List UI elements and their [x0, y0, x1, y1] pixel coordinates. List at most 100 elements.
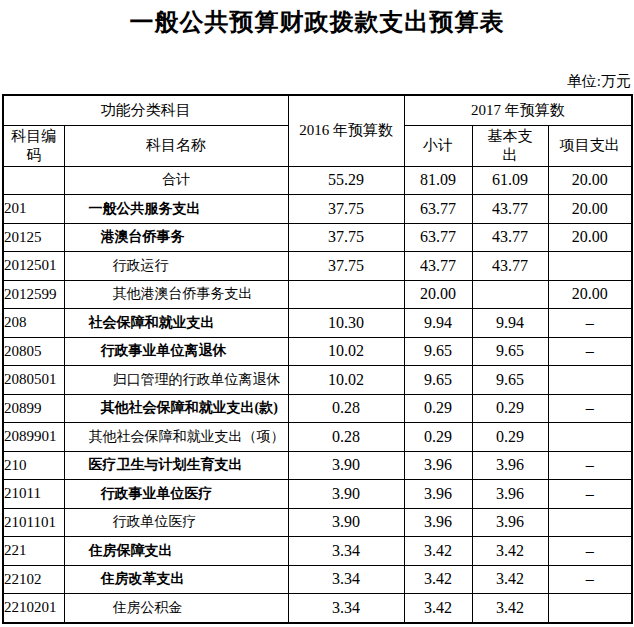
- header-function-category: 功能分类科目: [3, 95, 288, 125]
- subject-name-cell: 一般公共服务支出: [64, 195, 288, 224]
- subtotal-2017-cell: 81.09: [404, 166, 472, 195]
- budget-2016-cell: 37.75: [288, 223, 404, 252]
- subject-code-cell: 2210201: [3, 594, 64, 623]
- project-2017-cell: 20.00: [548, 280, 632, 309]
- subtotal-2017-cell: 9.65: [404, 366, 472, 395]
- subject-name-cell: 行政事业单位离退休: [64, 337, 288, 366]
- table-row: 210医疗卫生与计划生育支出3.903.963.96–: [3, 451, 632, 480]
- subject-code-cell: 2012501: [3, 252, 64, 281]
- budget-2016-cell: 0.28: [288, 394, 404, 423]
- subject-code-cell: 2089901: [3, 423, 64, 452]
- subject-name-cell: 住房保障支出: [64, 537, 288, 566]
- basic-2017-cell: 43.77: [472, 252, 548, 281]
- subject-name-cell: 社会保障和就业支出: [64, 309, 288, 338]
- budget-2016-cell: 3.90: [288, 508, 404, 537]
- project-2017-cell: –: [548, 480, 632, 509]
- subject-code-cell: 201: [3, 195, 64, 224]
- project-2017-cell: 20.00: [548, 223, 632, 252]
- subject-code-cell: 20125: [3, 223, 64, 252]
- subject-name-cell: 行政运行: [64, 252, 288, 281]
- header-basic-expenditure: 基本支 出: [472, 125, 548, 166]
- header-subtotal: 小计: [404, 125, 472, 166]
- basic-2017-cell: 9.94: [472, 309, 548, 338]
- subtotal-2017-cell: 3.42: [404, 565, 472, 594]
- basic-2017-cell: [472, 280, 548, 309]
- subject-name-cell: 归口管理的行政单位离退休: [64, 366, 288, 395]
- project-2017-cell: [548, 252, 632, 281]
- budget-2016-cell: 0.28: [288, 423, 404, 452]
- table-row: 221住房保障支出3.343.423.42–: [3, 537, 632, 566]
- subtotal-2017-cell: 3.96: [404, 451, 472, 480]
- budget-2016-cell: 10.30: [288, 309, 404, 338]
- subtotal-2017-cell: 9.65: [404, 337, 472, 366]
- budget-2016-cell: 37.75: [288, 195, 404, 224]
- subject-code-cell: 221: [3, 537, 64, 566]
- subject-code-cell: 20899: [3, 394, 64, 423]
- subject-code-cell: 2012599: [3, 280, 64, 309]
- basic-2017-cell: 3.42: [472, 565, 548, 594]
- budget-2016-cell: 37.75: [288, 252, 404, 281]
- subtotal-2017-cell: 3.42: [404, 594, 472, 623]
- subject-name-cell: 住房改革支出: [64, 565, 288, 594]
- header-subject-name: 科目名称: [64, 125, 288, 166]
- subject-name-cell: 港澳台侨事务: [64, 223, 288, 252]
- subject-name-cell: 行政事业单位医疗: [64, 480, 288, 509]
- basic-2017-cell: 61.09: [472, 166, 548, 195]
- table-row: 20899其他社会保障和就业支出(款)0.280.290.29–: [3, 394, 632, 423]
- subject-code-cell: 208: [3, 309, 64, 338]
- subject-code-cell: 2080501: [3, 366, 64, 395]
- subtotal-2017-cell: 0.29: [404, 423, 472, 452]
- header-2017-budget: 2017 年预算数: [404, 95, 632, 125]
- table-row: 2012599其他港澳台侨事务支出20.0020.00: [3, 280, 632, 309]
- budget-2016-cell: [288, 280, 404, 309]
- project-2017-cell: –: [548, 451, 632, 480]
- basic-2017-cell: 0.29: [472, 394, 548, 423]
- unit-label: 单位:万元: [0, 72, 634, 90]
- budget-2016-cell: 3.34: [288, 537, 404, 566]
- table-row: 合计55.2981.0961.0920.00: [3, 166, 632, 195]
- table-body: 合计55.2981.0961.0920.00201一般公共服务支出37.7563…: [3, 166, 632, 623]
- budget-2016-cell: 3.90: [288, 480, 404, 509]
- subtotal-2017-cell: 63.77: [404, 195, 472, 224]
- basic-2017-cell: 3.96: [472, 508, 548, 537]
- page-title: 一般公共预算财政拨款支出预算表: [0, 0, 634, 36]
- subject-name-cell: 住房公积金: [64, 594, 288, 623]
- project-2017-cell: [548, 423, 632, 452]
- subtotal-2017-cell: 3.96: [404, 480, 472, 509]
- subtotal-2017-cell: 3.96: [404, 508, 472, 537]
- subject-name-cell: 行政单位医疗: [64, 508, 288, 537]
- subject-code-cell: 22102: [3, 565, 64, 594]
- subtotal-2017-cell: 3.42: [404, 537, 472, 566]
- basic-2017-cell: 3.96: [472, 480, 548, 509]
- project-2017-cell: 20.00: [548, 166, 632, 195]
- project-2017-cell: [548, 594, 632, 623]
- subtotal-2017-cell: 9.94: [404, 309, 472, 338]
- basic-2017-cell: 0.29: [472, 423, 548, 452]
- project-2017-cell: –: [548, 309, 632, 338]
- budget-2016-cell: 3.34: [288, 594, 404, 623]
- project-2017-cell: 20.00: [548, 195, 632, 224]
- table-row: 21011行政事业单位医疗3.903.963.96–: [3, 480, 632, 509]
- subject-name-cell: 医疗卫生与计划生育支出: [64, 451, 288, 480]
- table-row: 2101101行政单位医疗3.903.963.96: [3, 508, 632, 537]
- subtotal-2017-cell: 20.00: [404, 280, 472, 309]
- subject-code-cell: 20805: [3, 337, 64, 366]
- basic-2017-cell: 43.77: [472, 195, 548, 224]
- basic-2017-cell: 43.77: [472, 223, 548, 252]
- budget-2016-cell: 3.34: [288, 565, 404, 594]
- budget-2016-cell: 55.29: [288, 166, 404, 195]
- table-header: 功能分类科目 2016 年预算数 2017 年预算数 科目编 码 科目名称 小计…: [3, 95, 632, 166]
- budget-2016-cell: 3.90: [288, 451, 404, 480]
- basic-2017-cell: 9.65: [472, 337, 548, 366]
- table-row: 2080501归口管理的行政单位离退休10.029.659.65: [3, 366, 632, 395]
- project-2017-cell: –: [548, 394, 632, 423]
- project-2017-cell: [548, 366, 632, 395]
- subject-code-cell: 21011: [3, 480, 64, 509]
- subject-code-cell: 2101101: [3, 508, 64, 537]
- basic-2017-cell: 3.42: [472, 594, 548, 623]
- table-row: 2012501行政运行37.7543.7743.77: [3, 252, 632, 281]
- subject-name-cell: 其他社会保障和就业支出(款): [64, 394, 288, 423]
- budget-table: 功能分类科目 2016 年预算数 2017 年预算数 科目编 码 科目名称 小计…: [2, 94, 633, 624]
- table-row: 201一般公共服务支出37.7563.7743.7720.00: [3, 195, 632, 224]
- header-project-expenditure: 项目支出: [548, 125, 632, 166]
